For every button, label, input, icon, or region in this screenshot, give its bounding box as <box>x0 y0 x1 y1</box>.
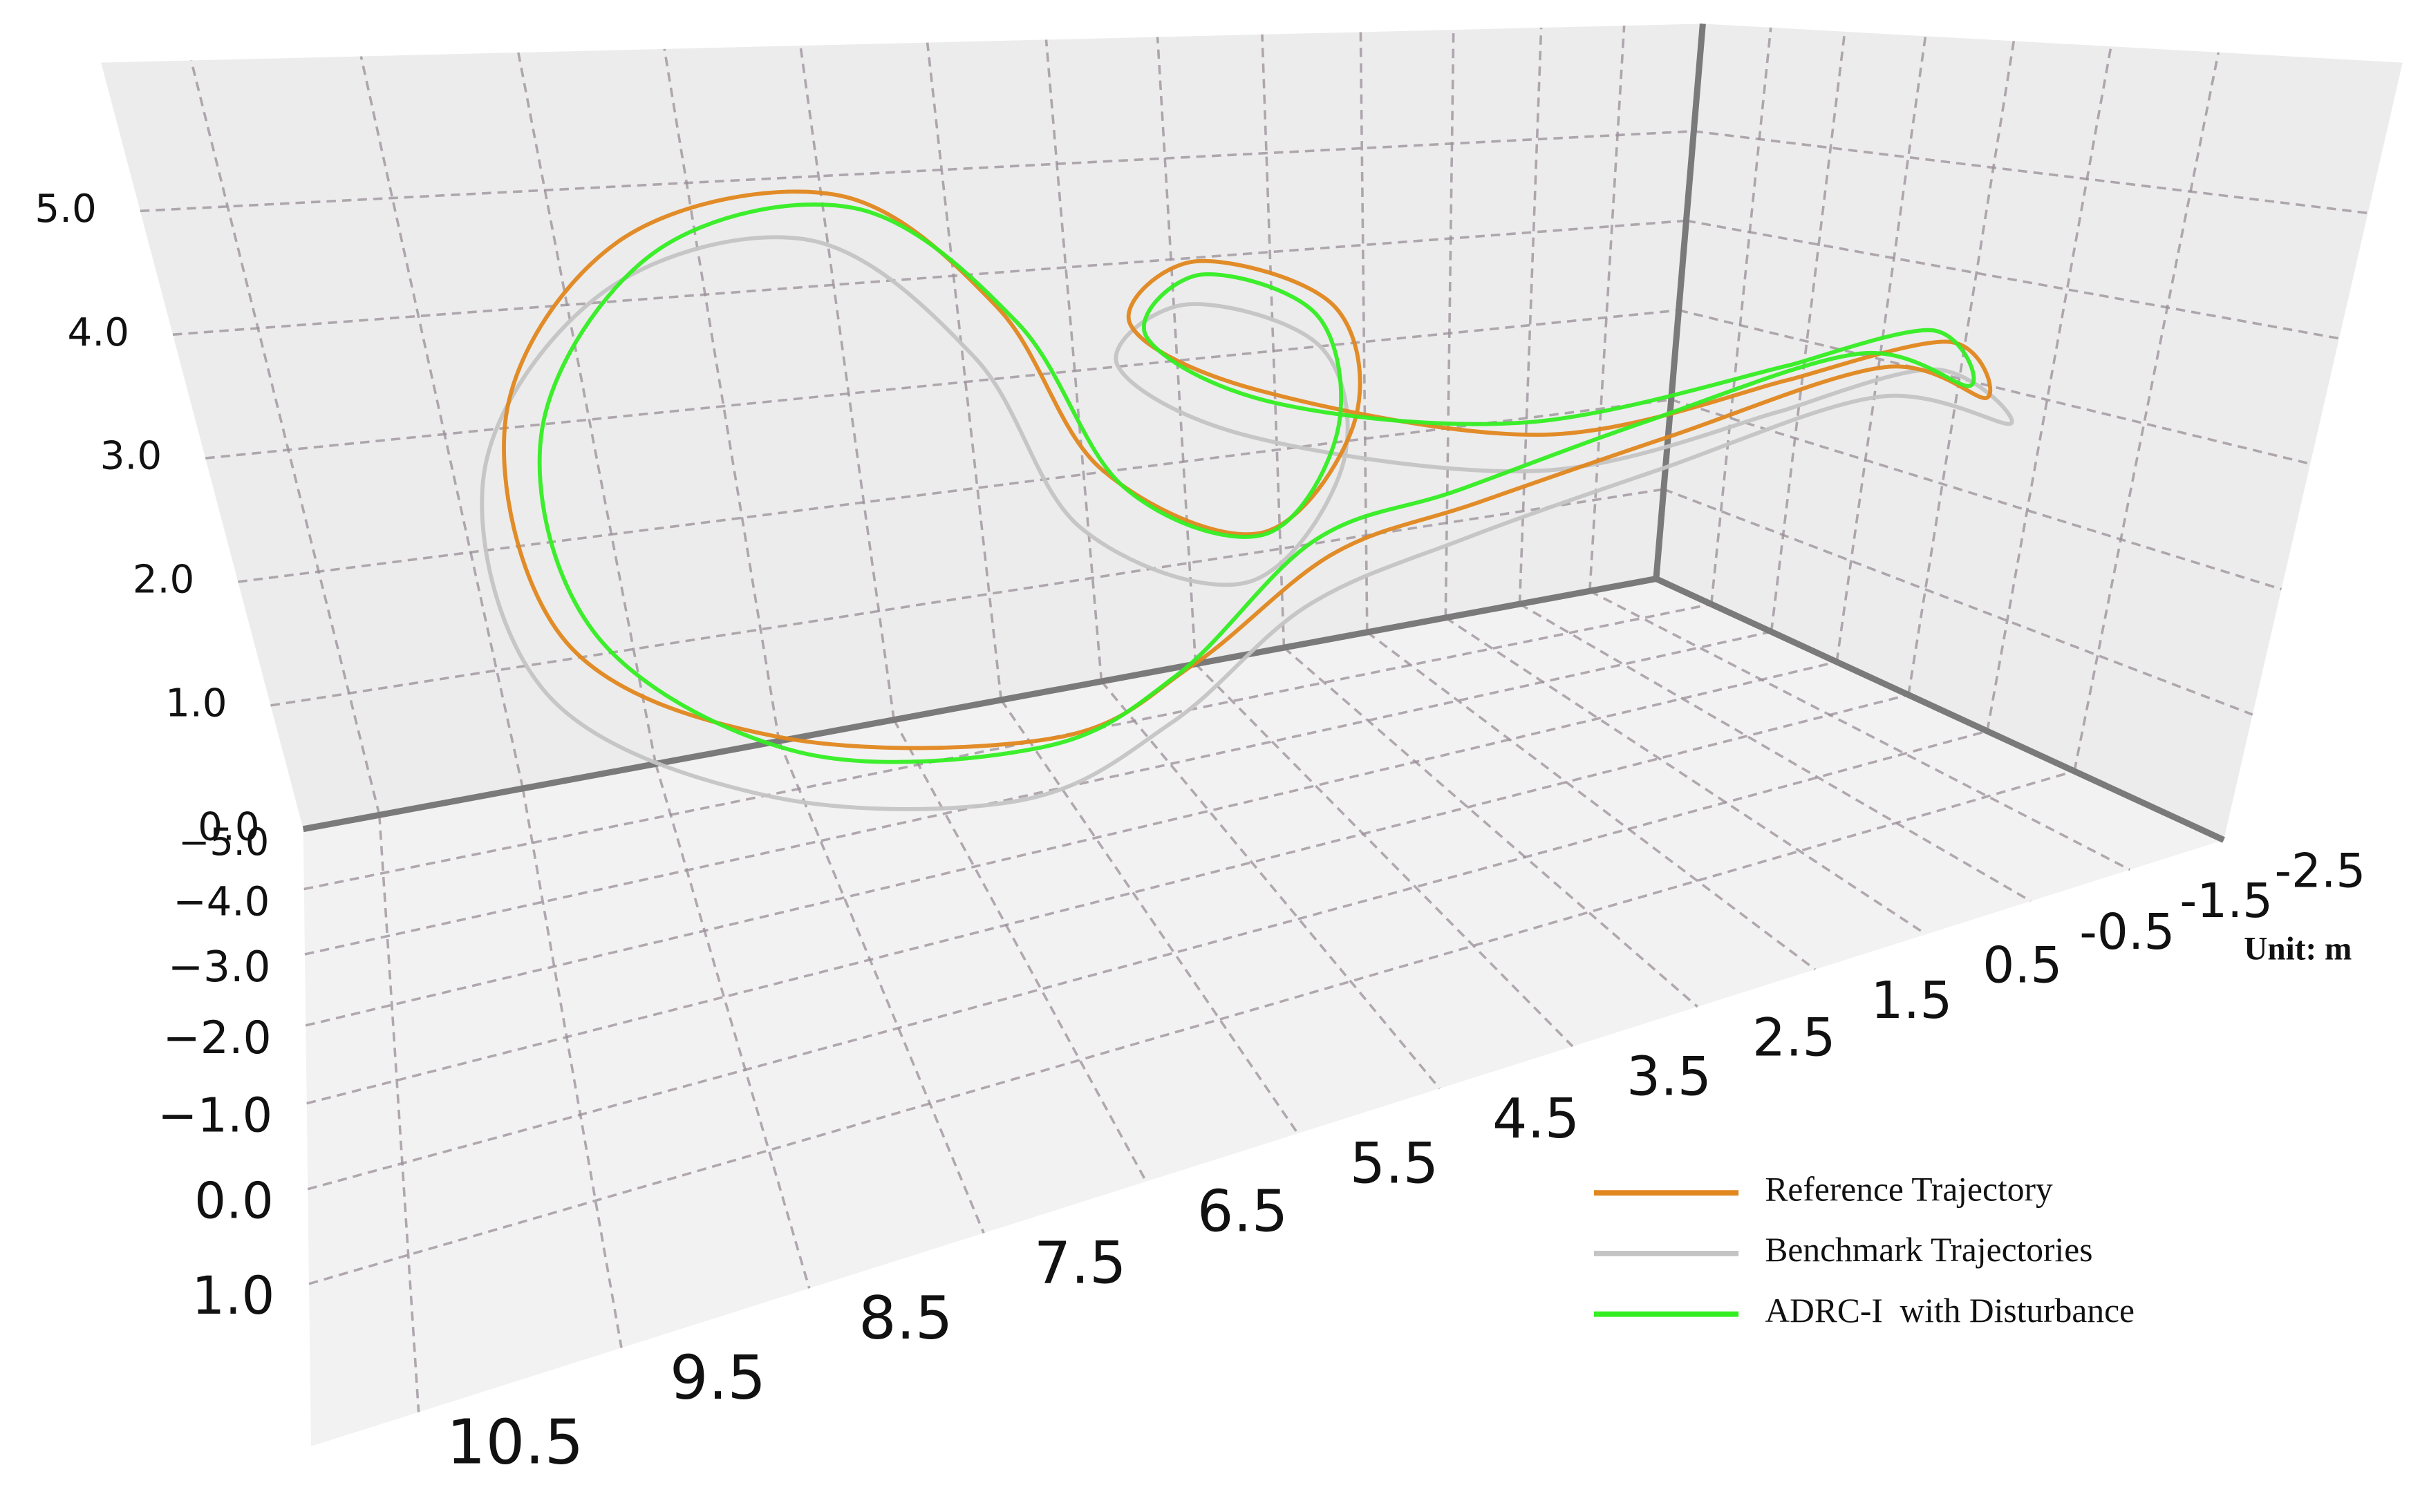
grid-line <box>1686 219 2340 340</box>
legend-label: Benchmark Trajectories <box>1765 1231 2092 1269</box>
x-tick-label: -1.5 <box>2179 873 2273 929</box>
grid-line <box>378 815 420 1412</box>
x-tick-label: 6.5 <box>1197 1179 1288 1245</box>
grid-line <box>270 488 1664 707</box>
grid-line <box>1588 26 1626 592</box>
x-tick-label: 9.5 <box>670 1343 766 1413</box>
z-tick-label: 3.0 <box>100 434 162 479</box>
y-tick-label: −1.0 <box>158 1089 272 1144</box>
axis-edge <box>1653 23 1706 579</box>
back-wall-panel <box>101 23 1703 829</box>
grid-line <box>1519 603 2032 903</box>
trajectory <box>502 189 1993 750</box>
grid-line <box>926 42 1003 701</box>
grid-line <box>1709 27 1772 605</box>
grid-line <box>1445 616 1927 936</box>
y-tick-label: −5.0 <box>178 820 269 864</box>
grid-line <box>778 740 985 1234</box>
grid-line <box>2073 52 2220 772</box>
trajectory <box>537 202 1976 764</box>
unit-annotation: Unit: m <box>2244 931 2352 967</box>
grid-line <box>359 56 525 789</box>
y-tick-label: −4.0 <box>173 879 270 925</box>
z-tick-label: 0.0 <box>198 804 259 849</box>
side-wall-panel <box>1656 23 2403 840</box>
floor-panel <box>303 578 2224 1446</box>
z-tick-label: 2.0 <box>133 558 194 603</box>
y-tick-label: −2.0 <box>162 1012 271 1064</box>
trajectory <box>480 235 2014 811</box>
x-tick-label: -0.5 <box>2079 903 2175 961</box>
grid-line <box>304 630 1772 956</box>
x-tick-label: 8.5 <box>859 1284 953 1353</box>
grid-line <box>517 52 657 764</box>
grid-line <box>1261 34 1286 648</box>
x-tick-label: 1.5 <box>1870 970 1952 1030</box>
axis-edges <box>302 23 2225 843</box>
grid-line <box>1986 46 2112 732</box>
grid-line <box>307 730 1988 1191</box>
legend-label: Reference Trajectory <box>1765 1171 2053 1209</box>
grid-line <box>1044 39 1103 682</box>
grid-line <box>303 603 1712 891</box>
axis-edge <box>1655 576 2225 843</box>
y-tick-label: 1.0 <box>191 1265 274 1326</box>
grid-line <box>308 770 2075 1285</box>
z-tick-label: 4.0 <box>68 310 129 355</box>
grid-line <box>1000 699 1299 1135</box>
grid-line <box>1694 130 2368 215</box>
grid-line <box>189 60 381 815</box>
grid-line <box>238 398 1671 583</box>
grid-line <box>1518 28 1543 605</box>
x-tick-label: 5.5 <box>1350 1132 1438 1197</box>
x-tick-label: 4.5 <box>1492 1087 1579 1151</box>
legend-label: ADRC-I with Disturbance <box>1765 1292 2135 1330</box>
x-tick-label: 10.5 <box>447 1406 583 1478</box>
y-tick-label: 0.0 <box>194 1172 273 1230</box>
x-tick-label: 7.5 <box>1034 1229 1127 1297</box>
grid-line <box>140 130 1694 213</box>
grid-line <box>172 219 1687 336</box>
grid-line <box>1770 31 1846 632</box>
grid-line <box>1283 646 1698 1008</box>
grid-line <box>1100 680 1441 1090</box>
grid-line <box>306 693 1909 1105</box>
y-tick-label: −3.0 <box>168 943 271 992</box>
grid-line <box>1359 32 1369 632</box>
grid-line <box>1194 663 1574 1048</box>
grid-line <box>1671 398 2282 591</box>
grid-line <box>892 719 1147 1182</box>
grid-line <box>1589 589 2131 871</box>
grid-line <box>1444 30 1455 618</box>
axis-edge <box>302 576 1657 833</box>
panels <box>101 23 2403 1446</box>
x-tick-label: 3.5 <box>1626 1046 1711 1108</box>
x-tick-label: -2.5 <box>2275 844 2366 898</box>
legend: Reference Trajectory Benchmark Trajectori… <box>1593 1171 2135 1330</box>
z-tick-label: 1.0 <box>165 681 227 726</box>
x-tick-label: 2.5 <box>1752 1007 1836 1068</box>
grid-line <box>1835 36 1927 663</box>
tick-labels: 10.5 9.5 8.5 7.5 6.5 5.5 4.5 3.5 2.5 1.5 0.5 -0.5-1… <box>35 187 2365 1478</box>
grid-line <box>663 48 780 741</box>
grid-line <box>799 45 896 720</box>
grid-line <box>305 661 1837 1027</box>
grid-line <box>1156 37 1197 664</box>
grid-line <box>1907 41 2016 695</box>
grid-line <box>205 309 1679 460</box>
grid-line <box>654 763 811 1289</box>
grid-line <box>1366 631 1817 971</box>
grid-line <box>521 788 623 1348</box>
z-tick-label: 5.0 <box>35 187 96 231</box>
x-tick-label: 0.5 <box>1982 937 2062 995</box>
trajectories <box>480 189 2014 811</box>
grid-line <box>1663 488 2253 716</box>
